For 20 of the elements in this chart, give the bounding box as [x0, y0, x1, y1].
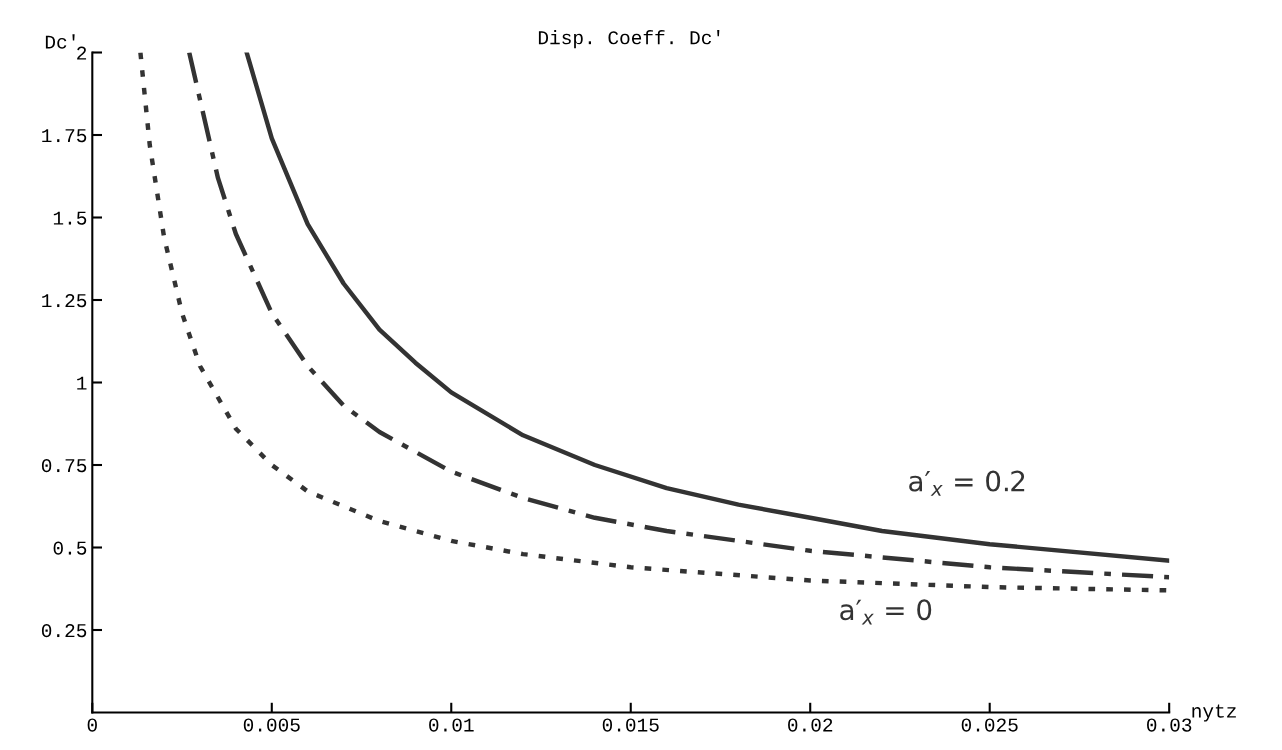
x-tick-label: 0.015	[602, 718, 659, 732]
y-tick-label: 1.5	[53, 211, 87, 225]
y-tick-label: 0.75	[41, 459, 87, 473]
x-tick-label: 0.005	[243, 718, 300, 732]
y-tick-label: 0.5	[53, 541, 87, 555]
x-tick-label: 0.03	[1147, 718, 1192, 732]
x-tick-label: 0.02	[788, 718, 833, 732]
x-tick-label: 0.025	[961, 718, 1018, 732]
y-tick-label: 1.25	[42, 294, 87, 308]
annotation: a′$_{x}$ = 0	[840, 599, 932, 625]
y-tick-label: 2	[77, 46, 87, 60]
y-tick-label: 1.75	[42, 129, 87, 143]
x-tick-label: 0.01	[429, 718, 474, 732]
annotation: a′$_{x}$ = 0.2	[909, 470, 1025, 496]
y-tick-label: 0.25	[41, 624, 87, 638]
x-tick-label: 0	[87, 718, 97, 732]
chart-title: Disp. Coeff. Dc′	[538, 30, 720, 49]
y-tick-label: 1	[77, 376, 87, 390]
y-axis-title: Dc′	[45, 34, 75, 49]
x-axis-title: nytz	[1192, 704, 1236, 722]
